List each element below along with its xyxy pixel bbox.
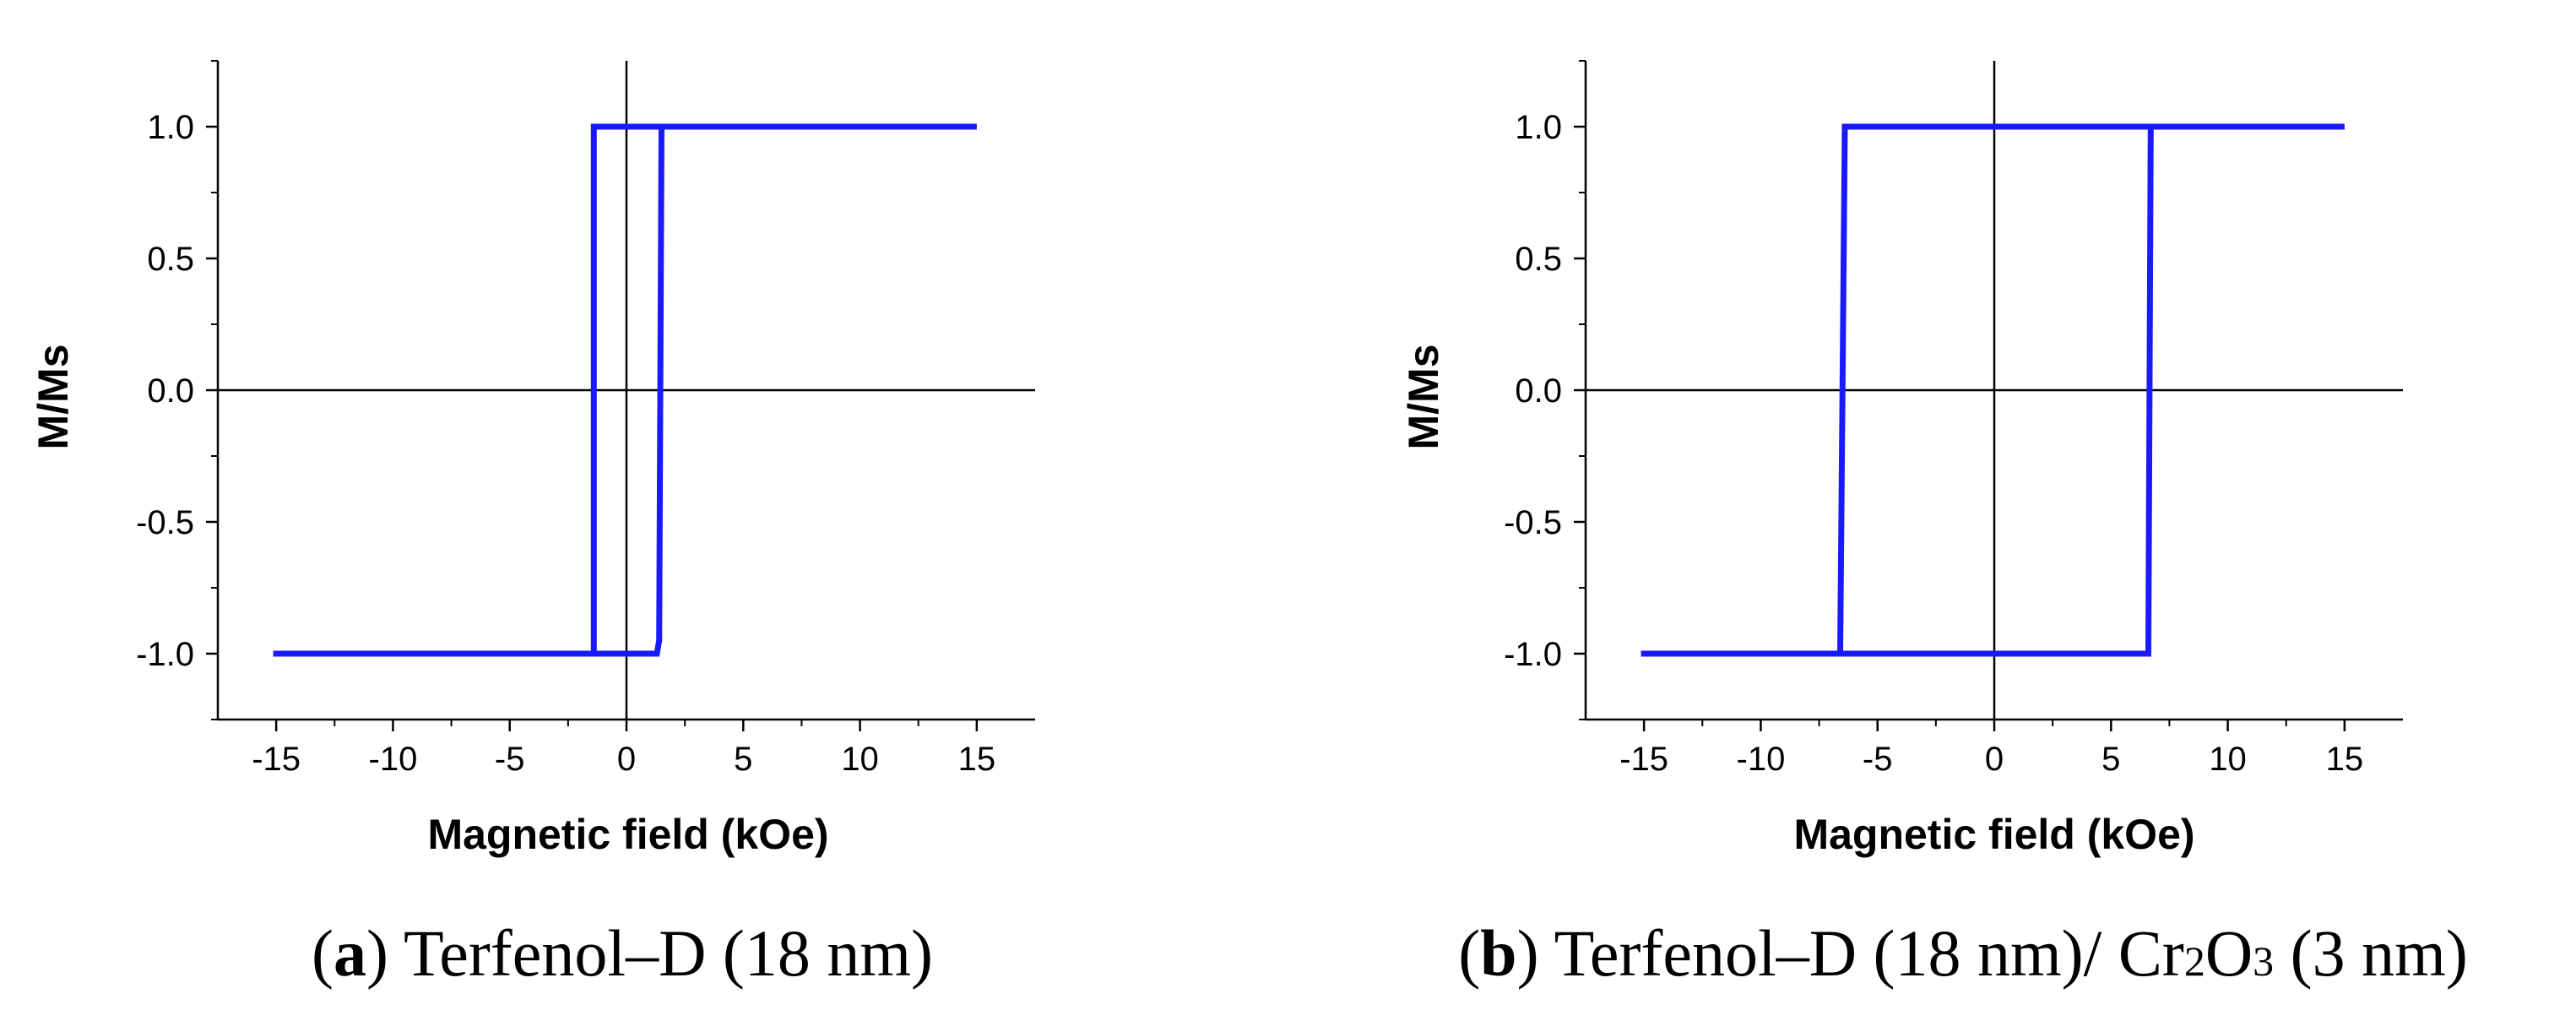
panel-b-x-tick-label: 10 (2209, 741, 2247, 778)
panel-a-y-tick-label: 0.0 (147, 372, 194, 410)
panel-b-x-tick-label: 5 (2101, 741, 2120, 778)
panel-b-y-tick-label: 0.5 (1515, 241, 1562, 278)
panel-a-caption-letter: a (334, 916, 366, 990)
panel-a-caption-text: Terfenol–D (18 nm) (404, 916, 933, 990)
panel-b-caption-sub2: 3 (2253, 937, 2274, 985)
panel-b-x-tick-label: -15 (1619, 741, 1668, 778)
panel-b-ylabel: M/Ms (1400, 345, 1447, 450)
panel-b-caption-mid: O (2205, 916, 2253, 990)
panel-a: -15 -10 -5 0 5 10 15 -1.0 -0.5 0.0 0.5 1.0 Magnetic… (30, 60, 1035, 990)
panel-b-x-tick-label: 15 (2326, 741, 2364, 778)
panel-b-x-tick-label: 0 (1985, 741, 2004, 778)
panel-b-caption-end: (3 nm) (2274, 916, 2468, 990)
panel-b-y-tick-label: 0.0 (1515, 372, 1562, 410)
panel-a-x-tick-label: -10 (369, 741, 418, 778)
panel-b-y-tick-label: 1.0 (1515, 109, 1562, 146)
panel-b-plot: -15 -10 -5 0 5 10 15 -1.0 -0.5 0.0 0.5 1.0 (1504, 60, 2403, 778)
panel-a-x-tick-label: -5 (495, 741, 525, 778)
panel-a-x-tick-label: -15 (252, 741, 301, 778)
panel-a-y-tick-label: 0.5 (147, 241, 194, 278)
panel-b-x-tick-label: -10 (1737, 741, 1786, 778)
panel-b-caption: (b) Terfenol–D (18 nm)/ Cr2O3 (3 nm) (1458, 916, 2468, 990)
panel-b-caption-letter: b (1480, 916, 1516, 990)
panel-b-series-line (1641, 123, 2345, 657)
panel-a-ylabel: M/Ms (30, 345, 77, 450)
panel-b-y-tick-label: -0.5 (1504, 504, 1562, 541)
panel-b-y-tick-label: -1.0 (1504, 636, 1562, 673)
panel-a-x-tick-label: 5 (734, 741, 752, 778)
panel-a-y-tick-label: -0.5 (136, 504, 194, 541)
panel-a-x-tick-label: 15 (958, 741, 996, 778)
panel-a-y-tick-label: -1.0 (136, 636, 194, 673)
panel-a-y-tick-label: 1.0 (147, 109, 194, 146)
panel-b: -15 -10 -5 0 5 10 15 -1.0 -0.5 0.0 0.5 1.0 Magnetic… (1400, 60, 2468, 990)
panel-b-xlabel: Magnetic field (kOe) (1793, 811, 2194, 858)
panel-a-plot: -15 -10 -5 0 5 10 15 -1.0 -0.5 0.0 0.5 1.0 (136, 60, 1035, 778)
panel-b-x-tick-label: -5 (1863, 741, 1893, 778)
panel-a-x-tick-label: 0 (617, 741, 636, 778)
panel-a-xlabel: Magnetic field (kOe) (427, 811, 828, 858)
panel-b-caption-sub1: 2 (2184, 937, 2205, 985)
panel-a-series-line (273, 123, 977, 657)
panel-b-caption-text: Terfenol–D (18 nm)/ Cr (1554, 916, 2184, 990)
panel-a-caption: (a) Terfenol–D (18 nm) (312, 916, 933, 990)
panel-a-x-tick-label: 10 (841, 741, 879, 778)
